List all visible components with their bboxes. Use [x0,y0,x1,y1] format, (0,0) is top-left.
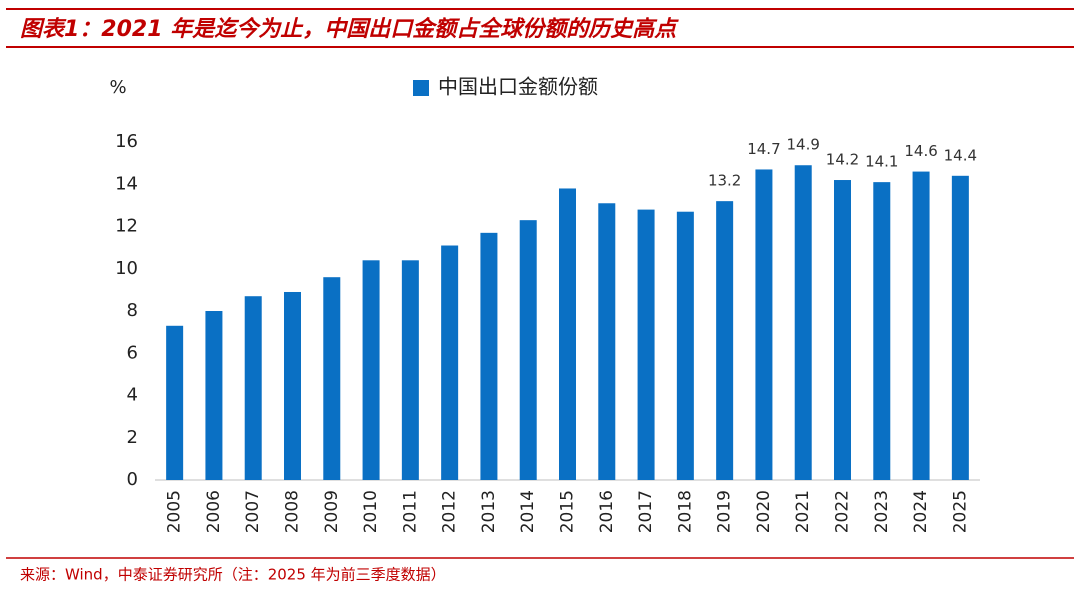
x-tick-label: 2006 [204,490,224,533]
x-tick-label: 2019 [715,490,735,533]
y-tick-label: 16 [115,131,138,152]
bar [362,260,380,480]
source-note: 来源：Wind，中泰证券研究所（注：2025 年为前三季度数据） [20,566,446,584]
bar [519,220,537,480]
x-tick-label: 2013 [479,490,499,533]
bar [676,211,694,480]
bar [912,171,930,480]
x-tick-label: 2012 [440,490,460,533]
bar [794,165,812,481]
x-tick-label: 2011 [400,490,420,533]
chart-title: 图表1：2021 年是迄今为止，中国出口金额占全球份额的历史高点 [20,16,679,42]
bar [637,209,655,480]
x-tick-label: 2015 [558,490,578,533]
y-tick-label: 4 [127,385,138,406]
x-tick-label: 2007 [243,490,263,533]
bar [951,175,969,481]
x-tick-label: 2022 [833,490,853,533]
data-label: 14.1 [865,153,898,171]
data-label: 14.6 [904,142,937,160]
x-tick-label: 2017 [636,490,656,533]
x-tick-label: 2005 [165,490,185,533]
legend-swatch [413,80,429,96]
data-label: 14.4 [944,146,977,164]
y-tick-label: 6 [127,342,138,363]
bar [205,311,223,480]
data-label: 14.2 [826,151,859,169]
bar [873,182,891,480]
x-tick-label: 2021 [793,490,813,533]
x-tick-label: 2009 [322,490,342,533]
x-tick-label: 2020 [754,490,774,533]
y-tick-label: 0 [127,469,138,490]
bar [323,277,341,480]
x-tick-label: 2014 [518,490,538,533]
y-tick-label: 8 [127,300,138,321]
bar [559,188,576,480]
bar [834,180,851,480]
bar [401,260,419,480]
x-tick-label: 2023 [872,490,892,533]
legend-label: 中国出口金额份额 [438,75,598,99]
x-tick-label: 2025 [950,490,970,533]
bar [480,232,498,480]
y-tick-label: 10 [115,258,138,279]
bar [166,325,184,480]
data-label: 14.7 [747,140,780,158]
y-axis-unit: % [109,77,126,98]
data-label: 14.9 [787,136,820,154]
bar [244,296,262,480]
bar [441,245,459,480]
x-tick-label: 2010 [361,490,381,533]
x-tick-label: 2008 [283,490,303,533]
y-tick-label: 12 [115,216,138,237]
bar [755,169,773,480]
data-label: 13.2 [708,172,741,190]
y-tick-label: 14 [115,173,138,194]
bar [598,203,616,480]
x-tick-label: 2018 [675,490,695,533]
bar [284,291,301,480]
y-tick-label: 2 [127,427,138,448]
x-tick-label: 2024 [911,490,931,533]
bar [716,201,734,480]
x-tick-label: 2016 [597,490,617,533]
